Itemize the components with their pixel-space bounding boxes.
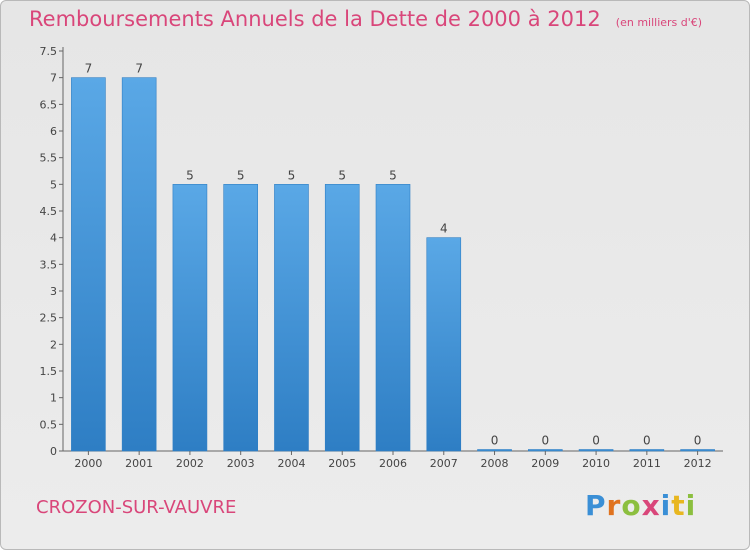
y-tick-label: 3.5 bbox=[40, 258, 58, 271]
y-tick-label: 1 bbox=[50, 392, 57, 405]
y-tick-label: 6.5 bbox=[40, 98, 58, 111]
y-tick-label: 0.5 bbox=[40, 418, 58, 431]
logo-letter: i bbox=[660, 489, 672, 522]
logo-letter: r bbox=[606, 489, 622, 522]
y-tick-label: 0 bbox=[50, 445, 57, 458]
x-tick-label: 2000 bbox=[74, 457, 102, 470]
x-tick-label: 2001 bbox=[125, 457, 153, 470]
logo-letter: P bbox=[585, 489, 607, 522]
bar bbox=[426, 237, 462, 452]
bar-value-label: 0 bbox=[541, 434, 549, 448]
y-tick-label: 3 bbox=[50, 285, 57, 298]
logo-letter: x bbox=[641, 489, 661, 522]
x-tick-label: 2006 bbox=[379, 457, 407, 470]
bar-value-label: 0 bbox=[643, 434, 651, 448]
bar bbox=[274, 184, 309, 452]
bar bbox=[528, 449, 563, 452]
proxiti-logo: Proxiti bbox=[585, 489, 696, 522]
y-tick-label: 5 bbox=[50, 178, 57, 191]
chart-unit: (en milliers d'€) bbox=[615, 16, 703, 29]
logo-letter: t bbox=[671, 489, 686, 522]
y-tick-label: 4.5 bbox=[40, 205, 58, 218]
bar bbox=[121, 77, 157, 452]
logo-letter: o bbox=[621, 489, 642, 522]
y-tick-label: 7.5 bbox=[40, 45, 58, 58]
x-tick-label: 2005 bbox=[328, 457, 356, 470]
x-tick-label: 2007 bbox=[430, 457, 458, 470]
bar bbox=[375, 184, 411, 452]
y-tick-label: 6 bbox=[50, 125, 57, 138]
y-tick-label: 5.5 bbox=[40, 152, 58, 165]
bar bbox=[172, 184, 208, 452]
y-tick-label: 7 bbox=[50, 72, 57, 85]
city-name: CROZON-SUR-VAUVRE bbox=[36, 497, 237, 518]
bar-value-label: 7 bbox=[85, 62, 93, 76]
logo-letter: i bbox=[685, 489, 697, 522]
bar bbox=[578, 449, 614, 452]
y-tick-label: 2.5 bbox=[40, 312, 58, 325]
y-tick-label: 2 bbox=[50, 338, 57, 351]
x-tick-label: 2003 bbox=[227, 457, 255, 470]
x-tick-label: 2010 bbox=[582, 457, 610, 470]
title-row: Remboursements Annuels de la Dette de 20… bbox=[29, 7, 702, 31]
bar bbox=[629, 449, 665, 452]
bar-value-label: 0 bbox=[694, 434, 702, 448]
x-tick-label: 2002 bbox=[176, 457, 204, 470]
x-tick-label: 2011 bbox=[633, 457, 661, 470]
bar bbox=[223, 184, 258, 452]
bar-value-label: 5 bbox=[389, 168, 397, 182]
bar-value-label: 4 bbox=[440, 222, 448, 236]
bar-value-label: 0 bbox=[491, 434, 499, 448]
x-tick-label: 2009 bbox=[531, 457, 559, 470]
bar-value-label: 5 bbox=[288, 168, 296, 182]
x-tick-label: 2004 bbox=[277, 457, 305, 470]
chart-title: Remboursements Annuels de la Dette de 20… bbox=[29, 7, 601, 31]
y-tick-label: 1.5 bbox=[40, 365, 58, 378]
bar-value-label: 0 bbox=[592, 434, 600, 448]
bar bbox=[477, 449, 512, 452]
bar-value-label: 5 bbox=[338, 168, 346, 182]
bar-value-label: 5 bbox=[186, 168, 194, 182]
y-tick-label: 4 bbox=[50, 232, 57, 245]
bar bbox=[324, 184, 360, 452]
x-tick-label: 2008 bbox=[481, 457, 509, 470]
bar-value-label: 7 bbox=[135, 62, 143, 76]
bar bbox=[680, 449, 715, 452]
x-tick-label: 2012 bbox=[684, 457, 712, 470]
bar-value-label: 5 bbox=[237, 168, 245, 182]
bar bbox=[71, 77, 106, 452]
